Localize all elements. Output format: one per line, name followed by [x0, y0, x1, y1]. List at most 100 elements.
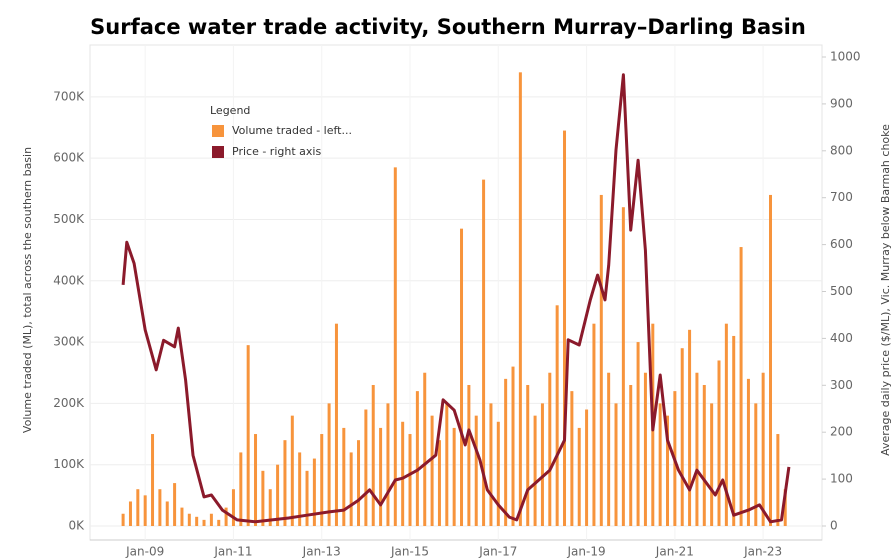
y-tick-label: 100K — [53, 457, 85, 471]
y2-axis-title: Average daily price ($/ML), Vic. Murray … — [879, 124, 892, 456]
volume-bar — [585, 409, 589, 526]
y-tick-label: 400K — [53, 273, 85, 287]
volume-bar — [276, 464, 280, 526]
y-tick-label: 0K — [68, 519, 85, 533]
x-tick-label: Jan-09 — [125, 545, 164, 559]
volume-bar — [577, 427, 581, 526]
volume-bar — [379, 427, 383, 526]
volume-bar — [489, 403, 493, 526]
volume-bar — [151, 434, 155, 526]
volume-bar — [570, 391, 574, 526]
volume-bar — [511, 366, 515, 526]
volume-bar — [173, 483, 177, 526]
volume-bar — [312, 458, 316, 526]
x-tick-label: Jan-19 — [567, 545, 606, 559]
legend: Legend Volume traded - left... Price - ri… — [210, 104, 352, 158]
legend-swatch — [212, 125, 224, 137]
volume-bar — [702, 384, 706, 526]
plot — [121, 72, 791, 527]
volume-bar — [393, 167, 397, 526]
volume-bar — [717, 360, 721, 526]
y2-tick-label: 300 — [830, 378, 853, 392]
volume-bar — [320, 434, 324, 526]
volume-bar — [305, 470, 309, 526]
volume-bar — [643, 372, 647, 526]
volume-bar — [371, 384, 375, 526]
volume-bar — [437, 440, 441, 526]
x-tick-label: Jan-23 — [743, 545, 782, 559]
volume-bar — [614, 403, 618, 526]
volume-bar — [555, 305, 559, 526]
y2-tick-label: 800 — [830, 143, 853, 157]
volume-bar — [629, 384, 633, 526]
volume-bar — [688, 329, 692, 526]
volume-bar — [452, 427, 456, 526]
volume-bar — [496, 421, 500, 526]
volume-bar — [231, 489, 235, 526]
volume-bar — [202, 519, 206, 526]
volume-bar — [254, 434, 258, 526]
volume-bar — [209, 513, 213, 526]
volume-bar — [261, 470, 265, 526]
y-tick-label: 200K — [53, 396, 85, 410]
y2-tick-label: 500 — [830, 284, 853, 298]
y-tick-label: 500K — [53, 212, 85, 226]
y2-tick-label: 700 — [830, 190, 853, 204]
y-tick-label: 600K — [53, 151, 85, 165]
volume-bar — [474, 415, 478, 526]
volume-bar — [776, 434, 780, 526]
volume-bar — [364, 409, 368, 526]
volume-bar — [636, 342, 640, 526]
y2-tick-label: 900 — [830, 96, 853, 110]
volume-bar — [732, 335, 736, 526]
volume-bar — [246, 345, 250, 526]
volume-bar — [710, 403, 714, 526]
y2-tick-label: 200 — [830, 425, 853, 439]
y2-tick-label: 0 — [830, 519, 838, 533]
volume-bar — [224, 507, 228, 526]
volume-bar — [445, 403, 449, 526]
volume-bar — [239, 452, 243, 526]
volume-bar — [540, 403, 544, 526]
x-tick-label: Jan-11 — [213, 545, 252, 559]
volume-bar — [746, 378, 750, 526]
chart-title: Surface water trade activity, Southern M… — [90, 15, 806, 39]
volume-bar — [357, 440, 361, 526]
volume-bar — [298, 452, 302, 526]
volume-bar — [349, 452, 353, 526]
volume-bar — [518, 72, 522, 527]
volume-bar — [342, 427, 346, 526]
volume-bar — [592, 323, 596, 526]
x-tick-label: Jan-17 — [478, 545, 517, 559]
volume-bar — [548, 372, 552, 526]
volume-bar — [283, 440, 287, 526]
volume-bar — [482, 179, 486, 526]
volume-bar — [666, 415, 670, 526]
grid: 0K 100K 200K 300K 400K 500K 600K 700K 0 100 200 300… — [53, 44, 861, 559]
volume-bar — [121, 513, 125, 526]
legend-title: Legend — [210, 104, 250, 117]
volume-bar — [658, 403, 662, 526]
volume-bar — [327, 403, 331, 526]
volume-bar — [460, 228, 464, 526]
volume-bar — [504, 378, 508, 526]
volume-bar — [783, 489, 787, 526]
volume-bar — [290, 415, 294, 526]
volume-bar — [621, 207, 625, 526]
volume-bar — [217, 519, 221, 526]
legend-swatch — [212, 146, 224, 158]
x-tick-label: Jan-13 — [302, 545, 341, 559]
volume-bar — [739, 247, 743, 526]
volume-bar — [401, 421, 405, 526]
volume-bar — [754, 403, 758, 526]
y2-tick-label: 400 — [830, 331, 853, 345]
volume-bar — [724, 323, 728, 526]
y2-tick-label: 100 — [830, 472, 853, 486]
volume-bar — [680, 348, 684, 526]
volume-bar — [136, 489, 140, 526]
x-tick-label: Jan-21 — [655, 545, 694, 559]
legend-label: Volume traded - left... — [232, 124, 352, 137]
volume-bar — [761, 372, 765, 526]
volume-bar — [386, 403, 390, 526]
volume-bar — [415, 391, 419, 526]
